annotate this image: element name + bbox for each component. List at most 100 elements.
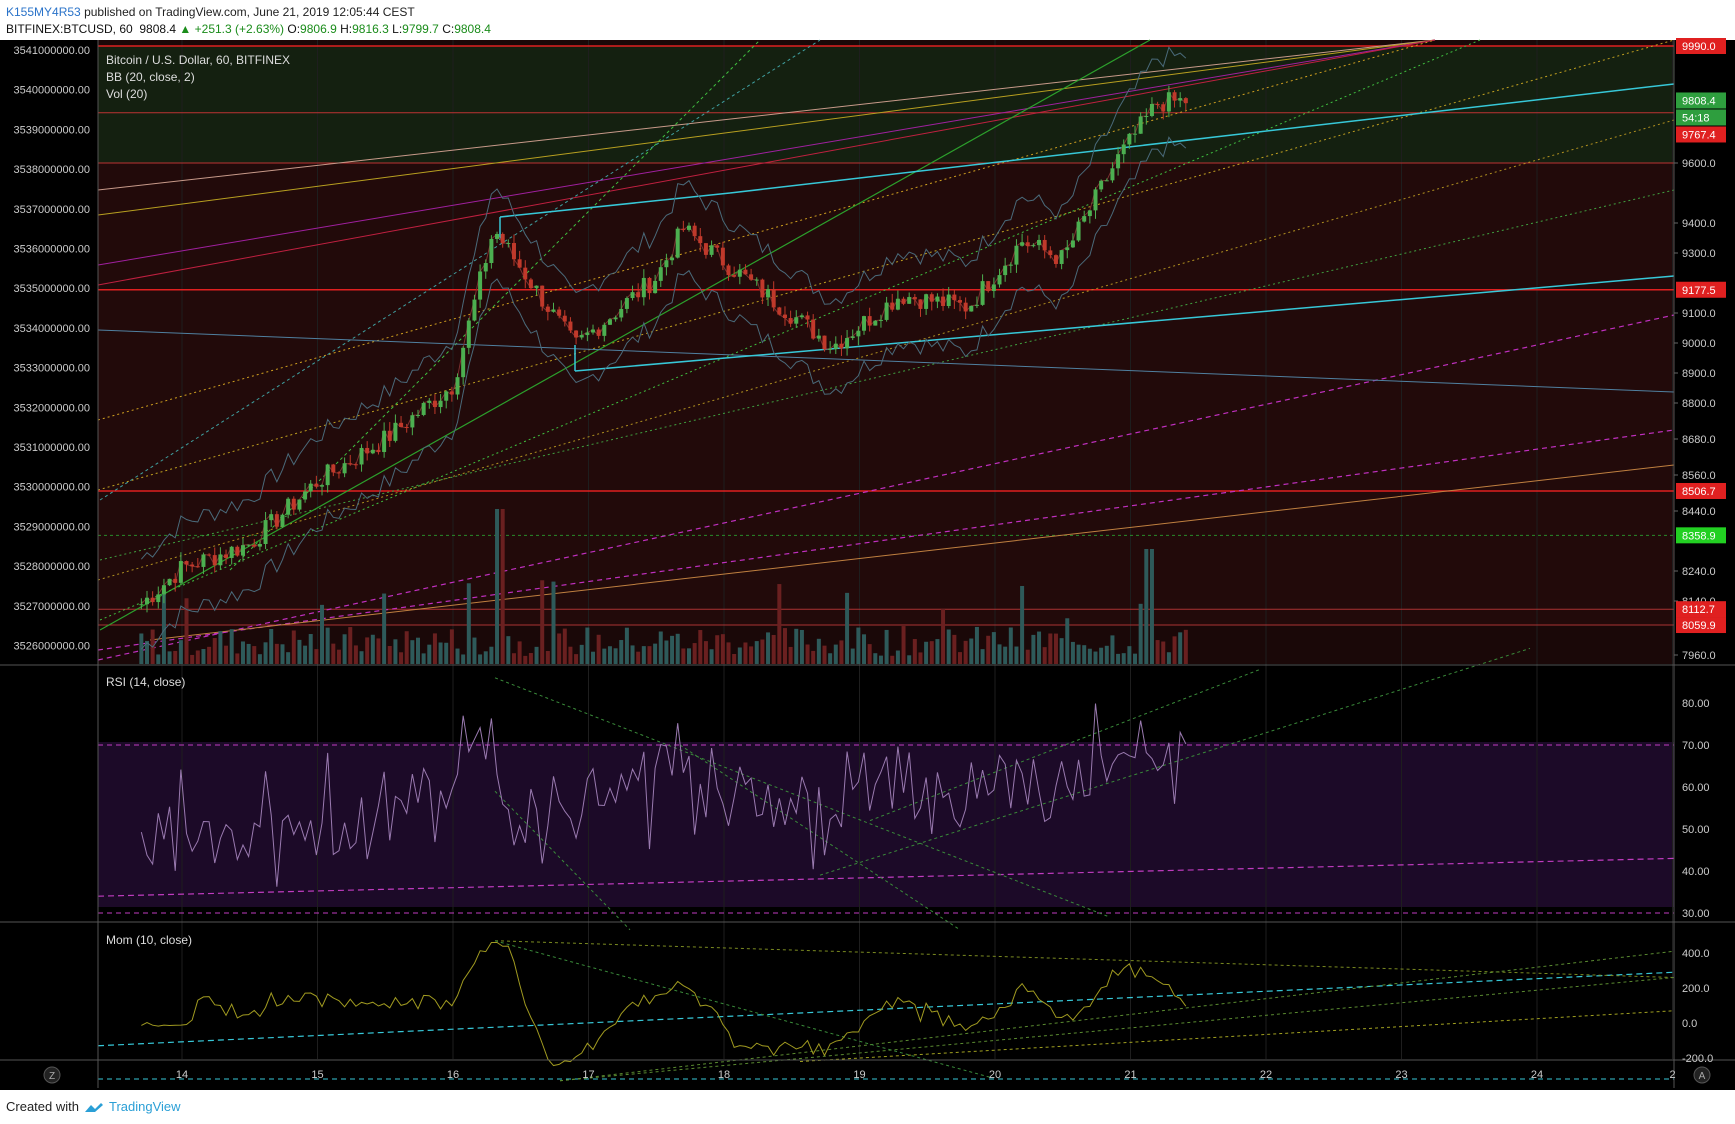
candle-body <box>336 472 341 474</box>
trend-line[interactable] <box>97 39 1436 421</box>
trend-line[interactable] <box>97 39 1436 266</box>
mom-trend[interactable] <box>559 977 1675 1082</box>
volume-bar <box>495 509 500 664</box>
time-axis-label: 15 <box>311 1069 323 1081</box>
mom-trend[interactable] <box>799 1010 1675 1062</box>
price-axis-label: 8900.0 <box>1682 368 1716 380</box>
candle-body <box>415 414 420 416</box>
candle-body <box>461 347 466 378</box>
zoom-button[interactable] <box>43 1066 61 1084</box>
candle-body <box>901 298 906 304</box>
candle-body <box>1037 239 1042 246</box>
range-zone <box>98 163 1674 626</box>
trend-line[interactable] <box>97 39 1436 286</box>
mom-trend[interactable] <box>494 940 1675 978</box>
time-axis-label: 19 <box>853 1069 865 1081</box>
rsi-trend[interactable] <box>494 677 1111 918</box>
trend-line[interactable] <box>97 329 1675 393</box>
candle-body <box>833 343 838 349</box>
time-axis-label: 2 <box>1669 1069 1675 1081</box>
rsi-trend[interactable] <box>679 744 961 931</box>
channel-top[interactable] <box>499 192 731 218</box>
footer-brand-link[interactable]: TradingView <box>108 1099 181 1114</box>
volume-bar <box>353 645 358 664</box>
volume-bar <box>534 646 539 664</box>
volume-bar <box>929 641 934 664</box>
price-axis-label: 9600.0 <box>1682 158 1716 170</box>
candle-body <box>929 294 934 302</box>
time-axis-label: 20 <box>989 1069 1001 1081</box>
trend-line[interactable] <box>229 39 761 571</box>
candle-body <box>1076 221 1081 241</box>
auto-scale-button[interactable] <box>1693 1066 1711 1084</box>
trend-line[interactable] <box>97 429 1675 651</box>
rsi-axis-label: 40.00 <box>1682 866 1710 878</box>
candle-body <box>1144 115 1149 117</box>
volume-bar <box>974 626 979 664</box>
volume-bar <box>1076 644 1081 664</box>
candle-body <box>472 299 477 321</box>
rsi-trend[interactable] <box>869 668 1261 822</box>
trend-line[interactable] <box>97 314 1675 661</box>
legend-title[interactable]: Bitcoin / U.S. Dollar, 60, BITFINEX <box>106 53 290 67</box>
candle-body <box>771 289 776 308</box>
volume-bar <box>754 641 759 664</box>
volume-axis-label: 3537000000.00 <box>14 204 90 216</box>
rsi-trend[interactable] <box>819 647 1531 876</box>
volume-bar <box>1048 633 1053 664</box>
channel-top[interactable] <box>729 83 1675 194</box>
candle-body <box>822 335 827 350</box>
rsi-band <box>98 742 1674 907</box>
volume-axis[interactable]: 3541000000.00 3540000000.00 3539000000.00 3… <box>14 45 90 653</box>
volume-bar <box>709 649 714 664</box>
mom-trend[interactable] <box>559 950 1675 1082</box>
candle-body <box>636 292 641 298</box>
legend-bb[interactable]: BB (20, close, 2) <box>106 70 195 84</box>
candle-body <box>957 300 962 303</box>
channel-bottom[interactable] <box>574 275 1675 372</box>
price-axis[interactable]: 9600.0 9400.0 9300.0 9100.0 9000.0 8900.0 8800… <box>1674 38 1726 1065</box>
candle-body <box>811 319 816 339</box>
volume-axis-label: 3536000000.00 <box>14 244 90 256</box>
symbol-text: BITFINEX:BTCUSD, 60 <box>6 22 133 36</box>
mom-trend[interactable] <box>97 971 1675 1047</box>
open-label: O: <box>287 22 301 36</box>
candle-body <box>805 315 810 320</box>
candle-body <box>777 307 782 315</box>
volume-bar <box>878 655 883 664</box>
volume-bar <box>404 631 409 664</box>
legend-vol[interactable]: Vol (20) <box>106 87 147 101</box>
candle-body <box>991 284 996 292</box>
candle-body <box>895 298 900 310</box>
volume-bar <box>585 627 590 664</box>
candle-body <box>500 233 505 244</box>
volume-bar <box>545 650 550 664</box>
volume-bar <box>240 641 245 664</box>
rsi-trend[interactable] <box>494 790 631 931</box>
candle-body <box>1070 240 1075 248</box>
trend-line[interactable] <box>97 39 1436 216</box>
time-axis[interactable]: 14 15 16 17 18 19 20 21 22 23 24 2 <box>176 1069 1676 1081</box>
candles <box>139 85 1188 613</box>
volume-bar <box>619 640 624 664</box>
trend-line[interactable] <box>97 39 1436 191</box>
publisher-user-link[interactable]: K155MY4R53 <box>6 5 81 19</box>
trend-line[interactable] <box>99 39 821 501</box>
legend-rsi[interactable]: RSI (14, close) <box>106 675 185 689</box>
volume-axis-label: 3535000000.00 <box>14 283 90 295</box>
legend-mom[interactable]: Mom (10, close) <box>106 933 192 947</box>
volume-bar <box>647 646 652 664</box>
candle-body <box>393 422 398 441</box>
candle-body <box>799 315 804 318</box>
candle-body <box>1065 247 1070 251</box>
price-tag <box>1676 92 1726 109</box>
volume-bar <box>1065 618 1070 664</box>
price-tag-label: 8112.7 <box>1682 604 1715 616</box>
trend-line[interactable] <box>149 464 1675 641</box>
volume-bar <box>664 640 669 664</box>
rsi-trend[interactable] <box>97 857 1675 897</box>
trend-line[interactable] <box>99 39 1151 631</box>
candle-body <box>150 597 155 603</box>
mom-trend[interactable] <box>494 940 991 1078</box>
